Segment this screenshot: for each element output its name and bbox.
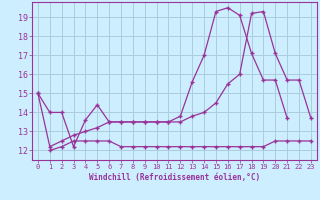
X-axis label: Windchill (Refroidissement éolien,°C): Windchill (Refroidissement éolien,°C) [89,173,260,182]
